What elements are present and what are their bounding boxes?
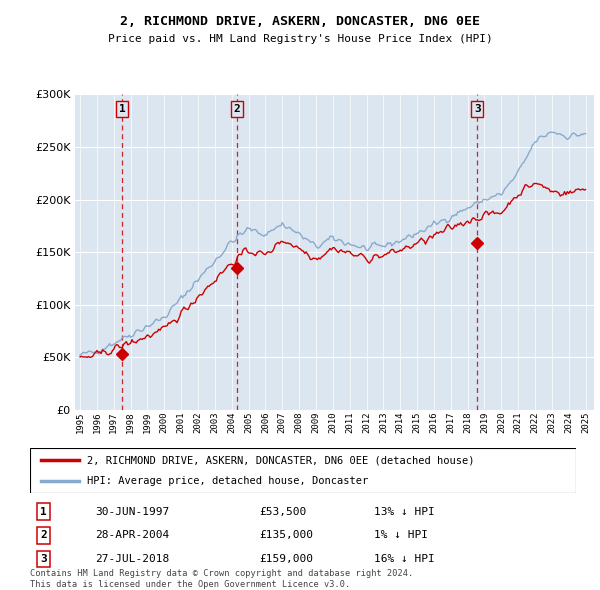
Text: 27-JUL-2018: 27-JUL-2018 (95, 554, 170, 564)
Text: 3: 3 (40, 554, 47, 564)
Text: 1% ↓ HPI: 1% ↓ HPI (374, 530, 428, 540)
Text: Contains HM Land Registry data © Crown copyright and database right 2024.
This d: Contains HM Land Registry data © Crown c… (30, 569, 413, 589)
Text: £53,500: £53,500 (259, 507, 307, 517)
Text: 3: 3 (474, 104, 481, 114)
Text: 2: 2 (40, 530, 47, 540)
Text: 1: 1 (119, 104, 125, 114)
Text: 28-APR-2004: 28-APR-2004 (95, 530, 170, 540)
Text: 2: 2 (234, 104, 241, 114)
Text: Price paid vs. HM Land Registry's House Price Index (HPI): Price paid vs. HM Land Registry's House … (107, 34, 493, 44)
Text: 16% ↓ HPI: 16% ↓ HPI (374, 554, 435, 564)
Text: 2, RICHMOND DRIVE, ASKERN, DONCASTER, DN6 0EE: 2, RICHMOND DRIVE, ASKERN, DONCASTER, DN… (120, 15, 480, 28)
Text: £135,000: £135,000 (259, 530, 313, 540)
Text: 13% ↓ HPI: 13% ↓ HPI (374, 507, 435, 517)
Text: 2, RICHMOND DRIVE, ASKERN, DONCASTER, DN6 0EE (detached house): 2, RICHMOND DRIVE, ASKERN, DONCASTER, DN… (88, 455, 475, 466)
Text: HPI: Average price, detached house, Doncaster: HPI: Average price, detached house, Donc… (88, 476, 368, 486)
Text: 1: 1 (40, 507, 47, 517)
Text: £159,000: £159,000 (259, 554, 313, 564)
Text: 30-JUN-1997: 30-JUN-1997 (95, 507, 170, 517)
